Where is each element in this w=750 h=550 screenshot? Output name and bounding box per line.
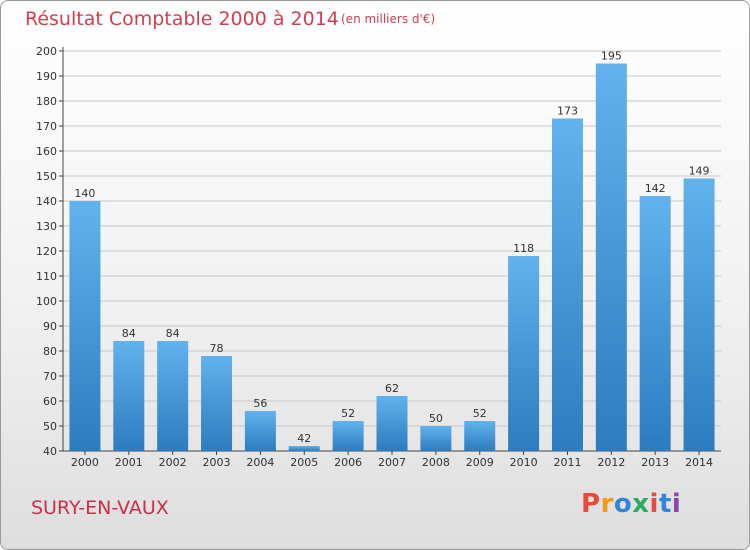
y-tick-label: 160 xyxy=(36,145,57,158)
chart-title: Résultat Comptable 2000 à 2014 xyxy=(25,8,339,30)
y-tick-label: 90 xyxy=(43,320,57,333)
bar-2011 xyxy=(551,118,583,451)
data-label: 142 xyxy=(645,182,666,195)
bar-2014 xyxy=(683,178,715,451)
commune-name: SURY-EN-VAUX xyxy=(31,497,169,519)
bar-2007 xyxy=(376,396,408,451)
x-tick-label: 2009 xyxy=(466,456,494,469)
bars xyxy=(69,63,715,451)
bar-2002 xyxy=(157,341,189,451)
logo-letter: o xyxy=(613,489,633,519)
y-tick-label: 70 xyxy=(43,370,57,383)
bar-2004 xyxy=(244,411,276,451)
logo-letter: i xyxy=(649,489,659,519)
data-label: 42 xyxy=(297,432,311,445)
bar-2012 xyxy=(595,63,627,451)
bar-2006 xyxy=(332,421,364,451)
x-tick-label: 2006 xyxy=(334,456,362,469)
y-tick-label: 140 xyxy=(36,195,57,208)
bar-2003 xyxy=(201,356,233,451)
bar-2009 xyxy=(464,421,496,451)
data-label: 52 xyxy=(473,407,487,420)
data-label: 78 xyxy=(210,342,224,355)
bar-2005 xyxy=(288,446,320,451)
x-tick-label: 2007 xyxy=(378,456,406,469)
y-tick-label: 120 xyxy=(36,245,57,258)
y-tick-label: 50 xyxy=(43,420,57,433)
x-tick-label: 2014 xyxy=(685,456,713,469)
proxiti-logo[interactable]: Proxiti xyxy=(581,489,681,519)
y-tick-label: 180 xyxy=(36,95,57,108)
logo-letter: x xyxy=(632,489,650,519)
data-label: 56 xyxy=(253,397,267,410)
x-tick-label: 2000 xyxy=(71,456,99,469)
x-tick-label: 2010 xyxy=(510,456,538,469)
x-tick-label: 2004 xyxy=(246,456,274,469)
data-label: 62 xyxy=(385,382,399,395)
data-label: 50 xyxy=(429,412,443,425)
bar-2008 xyxy=(420,426,452,451)
x-tick-label: 2013 xyxy=(641,456,669,469)
data-label: 52 xyxy=(341,407,355,420)
y-tick-label: 200 xyxy=(36,45,57,58)
data-label: 140 xyxy=(74,187,95,200)
chart-unit: (en milliers d'€) xyxy=(341,12,436,26)
y-tick-label: 100 xyxy=(36,295,57,308)
x-tick-label: 2011 xyxy=(553,456,581,469)
x-tick-label: 2008 xyxy=(422,456,450,469)
logo-letter: i xyxy=(671,489,682,519)
data-label: 149 xyxy=(689,165,710,178)
y-tick-label: 80 xyxy=(43,345,57,358)
labels: 2000 140 2001 84 2002 84 2003 78 2004 56 2005 42 200… xyxy=(71,50,713,470)
data-label: 173 xyxy=(557,105,578,118)
data-label: 118 xyxy=(513,242,534,255)
data-label: 84 xyxy=(122,327,136,340)
y-tick-label: 130 xyxy=(36,220,57,233)
y-tick-label: 150 xyxy=(36,170,57,183)
x-tick-label: 2005 xyxy=(290,456,318,469)
logo-letter: P xyxy=(581,489,601,519)
y-tick-label: 110 xyxy=(36,270,57,283)
data-label: 195 xyxy=(601,50,622,63)
y-tick-label: 190 xyxy=(36,70,57,83)
bar-2013 xyxy=(639,196,671,451)
bar-2010 xyxy=(508,256,540,451)
y-tick-label: 40 xyxy=(43,445,57,458)
y-tick-label: 170 xyxy=(36,120,57,133)
x-tick-label: 2002 xyxy=(159,456,187,469)
bar-2001 xyxy=(113,341,145,451)
y-tick-label: 60 xyxy=(43,395,57,408)
bar-2000 xyxy=(69,201,101,451)
logo-letter: t xyxy=(658,489,672,519)
x-tick-label: 2001 xyxy=(115,456,143,469)
x-tick-label: 2012 xyxy=(597,456,625,469)
x-tick-label: 2003 xyxy=(203,456,231,469)
data-label: 84 xyxy=(166,327,180,340)
logo-letter: r xyxy=(600,489,614,519)
